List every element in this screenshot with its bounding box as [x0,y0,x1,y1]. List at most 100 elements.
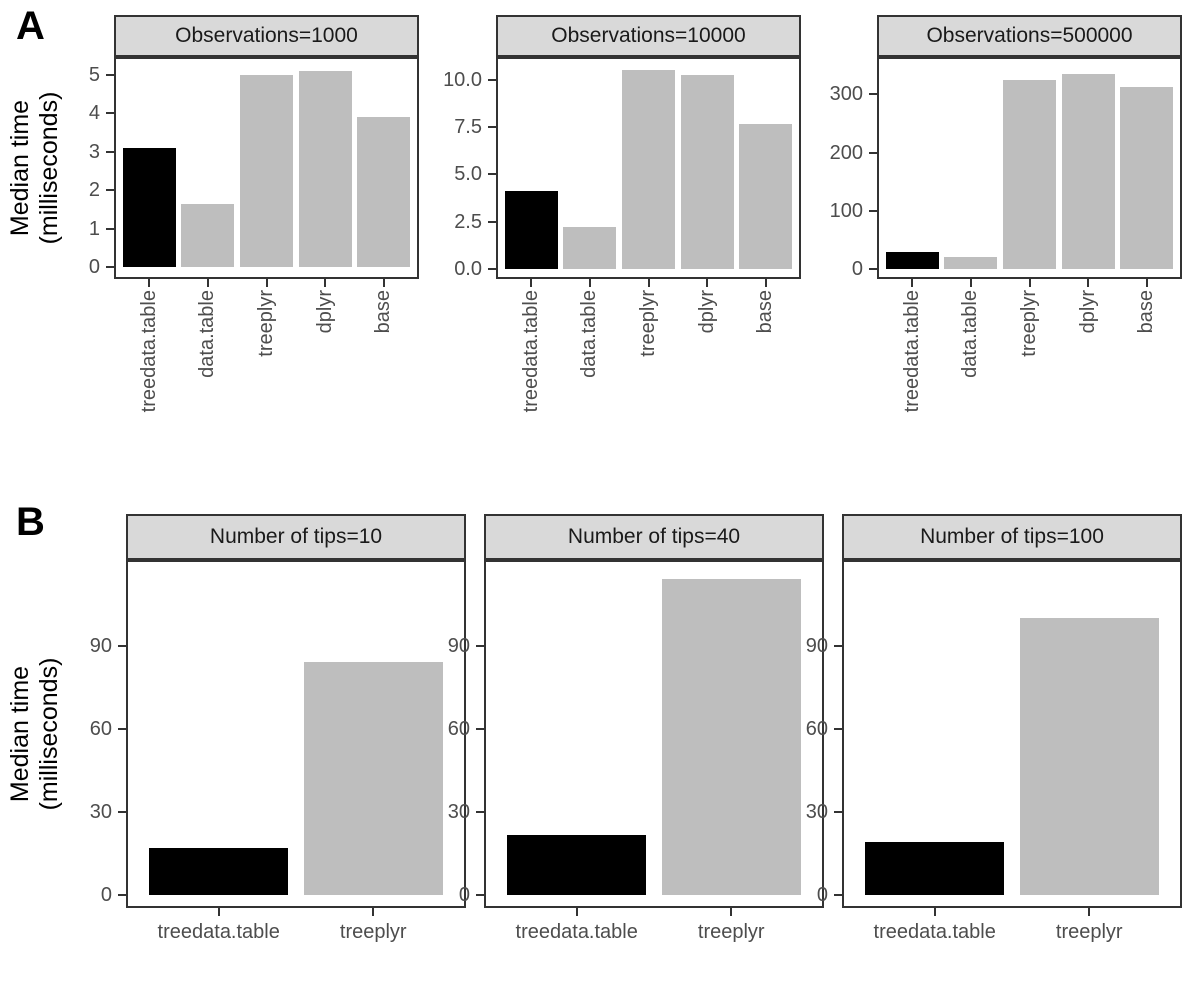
y-tick-mark [488,173,496,176]
x-tick-label: treeplyr [1018,290,1040,357]
facet-strip: Number of tips=10 [126,514,466,560]
x-tick-label: treedata.table [519,290,542,413]
panel-a-label: A [16,4,45,48]
x-tick-mark [1028,279,1031,287]
x-tick-mark [969,279,972,287]
x-tick-mark [148,279,151,287]
y-tick-mark [488,78,496,81]
x-tick-mark [1087,279,1090,287]
bar-treedata.table [885,251,939,270]
y-tick-mark [834,893,842,896]
x-tick-mark [382,279,385,287]
x-tick-label: treeplyr [637,290,659,357]
y-tick-label: 90 [805,634,828,657]
y-tick-mark [106,74,114,77]
bar-treeplyr [661,579,801,895]
y-tick-mark [476,893,484,896]
x-tick-label-wrap: base [368,290,400,468]
x-tick-label: data.table [196,290,219,378]
bar-dplyr [1061,73,1115,270]
y-tick-mark [488,126,496,129]
y-tick-label: 4 [88,102,100,125]
bar-dplyr [298,71,352,268]
x-tick-label-wrap: data.table [192,290,224,468]
x-tick-label-wrap: treedata.table [515,290,547,468]
y-tick-label: 10.0 [443,68,482,91]
x-tick-mark [706,279,709,287]
y-tick-mark [106,112,114,115]
x-tick-label-wrap: treeplyr [1014,290,1046,468]
y-tick-label: 0 [88,256,100,279]
x-tick-label: treeplyr [339,921,407,943]
y-tick-mark [106,266,114,269]
x-tick-mark [217,908,220,916]
y-tick-label: 30 [805,800,828,823]
y-tick-mark [834,644,842,647]
y-tick-label: 3 [88,140,100,163]
y-tick-mark [834,810,842,813]
x-tick-mark [265,279,268,287]
x-tick-label-wrap: data.table [574,290,606,468]
x-tick-label: treedata.table [515,921,638,943]
y-tick-label: 5.0 [454,163,482,186]
y-tick-label: 2.5 [454,210,482,233]
y-tick-label: 0 [458,883,470,906]
x-tick-mark [730,908,733,916]
bar-treedata.table [122,148,176,268]
y-tick-mark [834,727,842,730]
x-tick-label: dplyr [1076,290,1099,334]
y-tick-label: 90 [89,634,112,657]
y-tick-label: 60 [89,717,112,740]
y-tick-label: 60 [805,717,828,740]
bar-base [1120,86,1174,270]
bar-treedata.table [504,191,558,269]
y-tick-mark [106,150,114,153]
y-tick-mark [488,267,496,270]
y-tick-label: 0 [100,883,112,906]
bar-dplyr [680,74,734,269]
bar-data.table [944,257,998,270]
y-tick-mark [106,189,114,192]
x-tick-label-wrap: dplyr [309,290,341,468]
panel-a-y-axis-title: Median time (milliseconds) [6,91,63,245]
y-tick-label: 200 [829,141,863,164]
x-tick-mark [933,908,936,916]
y-tick-label: 7.5 [454,116,482,139]
bar-base [357,117,411,268]
y-tick-label: 2 [88,179,100,202]
y-tick-mark [118,644,126,647]
y-tick-mark [869,151,877,154]
bar-treeplyr [240,75,293,268]
x-tick-mark [575,908,578,916]
bar-treedata.table [149,847,289,895]
y-tick-mark [106,227,114,230]
facet-strip: Number of tips=40 [484,514,824,560]
x-tick-label: treedata.table [157,921,280,943]
x-tick-mark [372,908,375,916]
x-tick-label-wrap: treeplyr [251,290,283,468]
y-tick-label: 300 [829,83,863,106]
y-tick-label: 0 [816,883,828,906]
y-tick-mark [118,727,126,730]
y-tick-mark [476,727,484,730]
x-tick-label: dplyr [313,290,336,334]
y-tick-label: 5 [88,64,100,87]
x-tick-mark [206,279,209,287]
x-tick-mark [911,279,914,287]
y-tick-label: 30 [447,800,470,823]
bar-base [739,124,793,269]
x-tick-mark [764,279,767,287]
x-tick-label: treedata.table [900,290,923,413]
x-tick-mark [530,279,533,287]
x-tick-label: treedata.table [137,290,160,413]
bar-data.table [563,227,617,269]
x-tick-label: base [754,290,777,334]
facet-strip: Observations=500000 [877,15,1182,57]
x-tick-mark [324,279,327,287]
x-tick-label-wrap: treedata.table [896,290,928,468]
x-tick-label: treedata.table [873,921,996,943]
facet-strip: Number of tips=100 [842,514,1182,560]
x-tick-label-wrap: dplyr [1072,290,1104,468]
bar-treeplyr [303,662,443,895]
